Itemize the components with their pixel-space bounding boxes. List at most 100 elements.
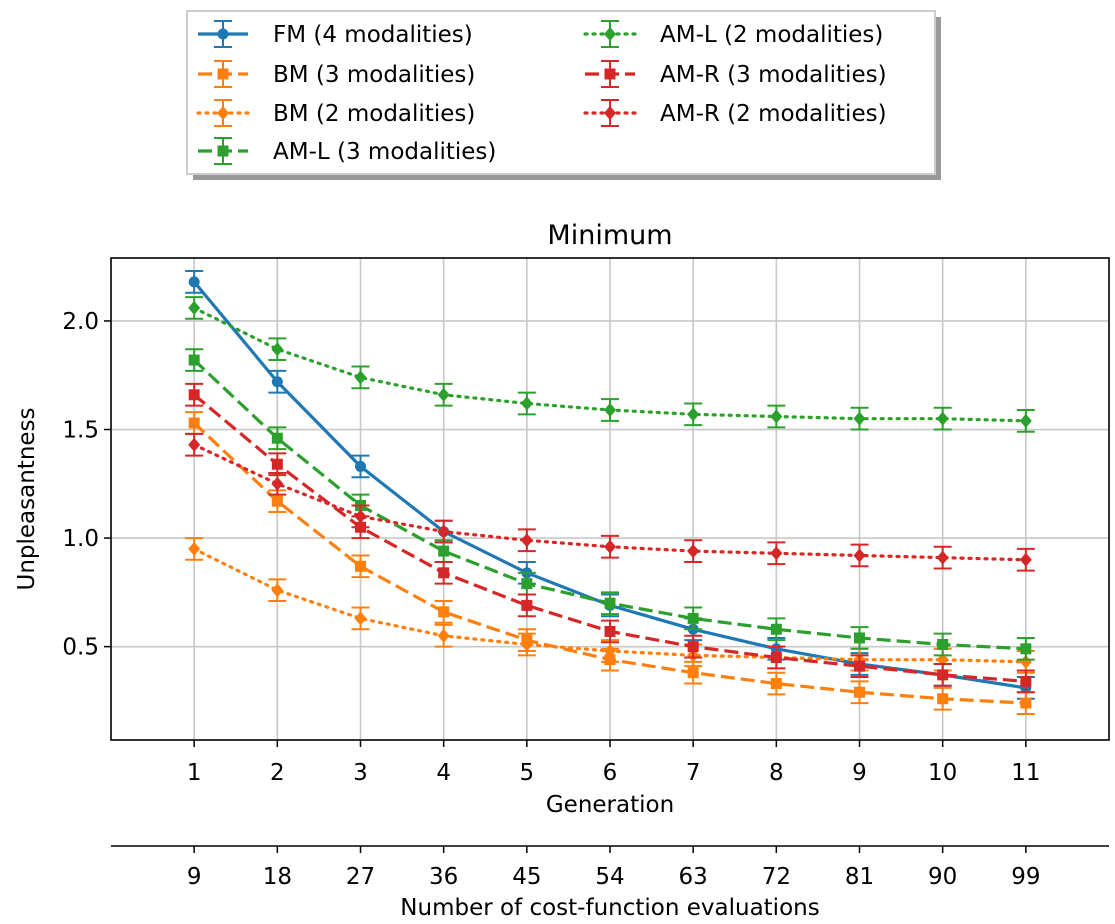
data-point [520,396,533,411]
data-point [604,539,616,554]
x2-tick-label: 72 [762,864,791,890]
data-point [687,544,700,559]
data-point [936,411,949,426]
data-point [520,533,533,548]
data-point [604,402,616,417]
data-point [1019,654,1032,669]
secondary-x-axis: 9 18 27 36 45 54 63 72 81 90 99 [187,846,1040,890]
legend-swatch-marker [604,27,616,41]
data-point [438,606,450,618]
legend-frame [186,10,936,175]
data-point [188,276,200,288]
legend-swatch-marker [217,106,229,120]
data-point [188,541,201,556]
chart-title: Minimum [547,220,672,251]
series-4 [185,296,1035,433]
data-point [770,678,782,690]
legend-label: AM-L (2 modalities) [660,22,883,48]
x2-tick-label: 9 [187,864,202,890]
x-tick-label: 8 [769,760,784,786]
data-point [1020,643,1032,655]
data-point [854,686,865,698]
data-point [354,509,367,524]
x-tick-label: 4 [436,760,451,786]
series-3 [185,348,1035,661]
data-point [604,597,616,609]
legend-label: AM-R (2 modalities) [660,101,887,127]
x2-tick-label: 81 [845,864,874,890]
data-point [1019,552,1032,567]
data-point [854,632,865,644]
x-tick-label: 9 [852,760,867,786]
data-point [687,667,699,679]
x-tick-label: 6 [603,760,618,786]
data-point [520,637,533,652]
y-axis: 0.5 1.0 1.5 2.0 [62,309,111,661]
series-6 [185,432,1035,572]
legend-item: BM (2 modalities) [196,99,475,127]
x-tick-label: 7 [686,760,701,786]
data-point [188,389,200,401]
data-point [188,417,200,429]
data-point [355,560,366,572]
data-point [271,376,283,388]
x-axis: 1 2 3 4 5 6 7 8 9 10 11 [187,740,1040,786]
x2-tick-label: 36 [429,864,458,890]
secondary-x-axis-label: Number of cost-function evaluations [400,895,819,921]
data-point [854,660,865,672]
y-axis-label: Unpleasantness [14,407,40,590]
data-point [604,643,616,658]
data-point [355,460,366,472]
x2-tick-label: 27 [346,864,375,890]
x-tick-label: 11 [1011,760,1040,786]
x-tick-label: 2 [270,760,285,786]
data-point [770,651,782,663]
data-point [437,628,450,643]
legend-label: FM (4 modalities) [273,22,473,48]
legend-swatch-marker [217,68,229,80]
data-point [437,387,450,402]
y-tick-label: 1.0 [62,526,99,552]
data-point [271,458,283,470]
x-tick-label: 3 [353,760,368,786]
y-tick-label: 1.5 [62,418,99,444]
data-point [937,693,949,705]
data-point [936,550,949,565]
data-point [1020,675,1032,687]
legend-label: BM (3 modalities) [273,62,475,88]
legend-label: AM-R (3 modalities) [660,62,887,88]
legend-item: AM-L (2 modalities) [583,20,883,48]
legend-item: AM-L (3 modalities) [198,137,496,165]
legend-label: AM-L (3 modalities) [273,139,496,165]
x2-tick-label: 18 [263,864,292,890]
data-point [770,409,783,424]
data-point [770,623,782,635]
data-point [438,545,450,557]
x-tick-label: 5 [520,760,535,786]
legend: FM (4 modalities) BM (3 modalities) BM (2 … [186,10,941,180]
x2-tick-label: 99 [1011,864,1040,890]
data-point [687,641,699,653]
data-point [604,625,616,637]
x2-tick-label: 63 [679,864,708,890]
data-point [521,599,533,611]
data-point [271,476,284,491]
y-tick-label: 0.5 [62,635,99,661]
data-point [188,437,201,452]
x2-tick-label: 54 [595,864,624,890]
data-point [271,342,284,357]
x2-tick-label: 90 [928,864,957,890]
data-point [937,669,949,681]
data-point [937,638,949,650]
x2-tick-label: 45 [512,864,541,890]
legend-item: AM-R (2 modalities) [583,99,887,127]
series-2 [185,537,1035,674]
data-point [271,495,283,507]
data-point [188,300,201,315]
legend-item: AM-R (3 modalities) [585,60,887,88]
x-tick-label: 1 [187,760,202,786]
x-axis-label: Generation [546,792,674,818]
data-point [853,411,866,426]
legend-swatch-marker [217,145,229,157]
